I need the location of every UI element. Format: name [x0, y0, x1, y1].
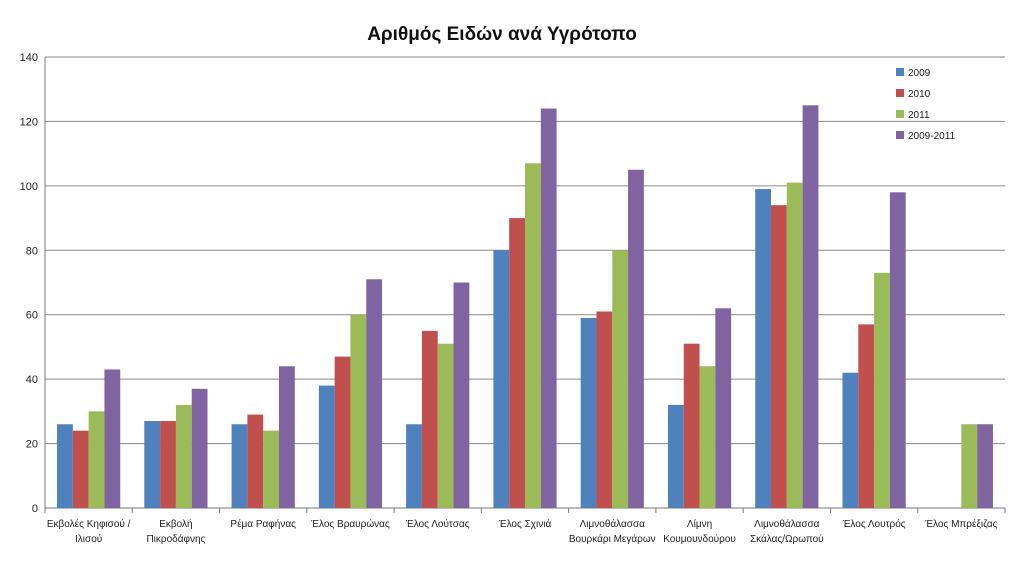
bar-2011-7: [699, 366, 716, 508]
bar-2010-3: [334, 356, 351, 508]
y-tick-label: 100: [20, 181, 38, 193]
bar-2009-2011-4: [453, 282, 470, 508]
x-tick-label: Εκβολές Κηφισού /: [47, 518, 131, 530]
bar-2009-7: [667, 404, 684, 508]
chart-title: Αριθμός Ειδών ανά Υγρότοπο: [367, 24, 637, 45]
y-tick-label: 80: [26, 245, 38, 257]
x-tick-label: Έλος Λούτσας: [405, 518, 470, 530]
bar-2010-2: [247, 414, 264, 508]
bar-2011-3: [350, 314, 367, 508]
x-tick-label: Εκβολή: [159, 518, 192, 530]
legend-swatch-2009: [896, 68, 904, 76]
x-tick-label: Σκάλας/Ωρωπού: [750, 533, 824, 545]
y-tick-label: 140: [20, 52, 38, 64]
y-tick-label: 40: [26, 374, 38, 386]
bar-2010-1: [160, 421, 176, 508]
bar-2009-2011-2: [278, 366, 295, 508]
bar-2010-0: [72, 430, 89, 508]
x-tick-label: Λιμνοθάλασσα: [754, 518, 820, 530]
bar-2011-1: [175, 404, 192, 508]
bar-2009-2011-3: [366, 279, 383, 508]
bar-2009-2: [231, 424, 248, 508]
bar-2011-5: [525, 163, 541, 509]
y-tick-label: 60: [26, 310, 38, 322]
bar-2009-2011-5: [540, 108, 557, 509]
legend-label: 2009-2011: [908, 131, 956, 142]
y-tick-label: 0: [32, 503, 38, 515]
bar-2010-7: [683, 343, 700, 508]
x-tick-label: Ιλισού: [75, 533, 102, 545]
x-tick-label: Έλος Μπρέξιζας: [924, 518, 997, 530]
bar-2011-0: [88, 411, 105, 508]
bar-2011-10: [961, 424, 978, 508]
x-tick-label: Έλος Βραυρώνας: [310, 518, 390, 530]
x-tick-label: Πικροδάφνης: [146, 533, 205, 545]
bar-2009-2011-8: [802, 105, 819, 509]
bar-2009-2011-1: [191, 388, 208, 508]
bar-2009-8: [755, 189, 772, 509]
bar-2011-4: [437, 343, 454, 508]
bar-2011-6: [612, 250, 629, 509]
bar-2010-8: [771, 205, 787, 508]
bar-2009-1: [144, 421, 161, 508]
bar-2010-9: [858, 324, 875, 508]
bar-2009-0: [57, 424, 73, 508]
x-tick-label: Λίμνη: [687, 518, 712, 530]
y-tick-label: 20: [26, 439, 38, 451]
x-tick-label: Έλος Λουτρός: [842, 518, 906, 530]
bar-2009-2011-9: [889, 192, 906, 509]
bar-2010-5: [509, 218, 525, 509]
x-tick-label: Ρέμα Ραφήνας: [230, 518, 296, 530]
legend-label: 2011: [908, 110, 930, 121]
x-tick-label: Βουρκάρι Μεγάρων: [569, 533, 656, 545]
legend-label: 2010: [908, 89, 931, 100]
legend-label: 2009: [908, 68, 931, 79]
x-tick-label: Λιμνοθάλασσα: [580, 518, 646, 530]
bar-2009-2011-6: [628, 169, 644, 508]
x-tick-label: Έλος Σχινιά: [498, 518, 552, 530]
bar-2009-6: [580, 317, 597, 508]
bar-2009-3: [318, 385, 335, 508]
bar-2011-2: [263, 430, 279, 508]
legend-swatch-2011: [896, 110, 904, 118]
bar-2009-2011-7: [715, 308, 732, 508]
bar-2009-4: [406, 424, 422, 508]
bar-2009-9: [842, 372, 859, 508]
bar-2011-8: [786, 182, 803, 508]
bar-2010-6: [596, 311, 613, 508]
bar-2011-9: [874, 272, 890, 508]
y-tick-label: 120: [20, 116, 38, 128]
bar-2009-5: [493, 250, 510, 509]
legend-swatch-2009-2011: [896, 131, 904, 139]
legend-swatch-2010: [896, 89, 904, 97]
bar-2010-4: [421, 330, 438, 508]
x-tick-label: Κουμουνδούρου: [663, 533, 736, 545]
bar-2009-2011-0: [104, 369, 121, 508]
bar-2009-2011-10: [977, 424, 993, 508]
